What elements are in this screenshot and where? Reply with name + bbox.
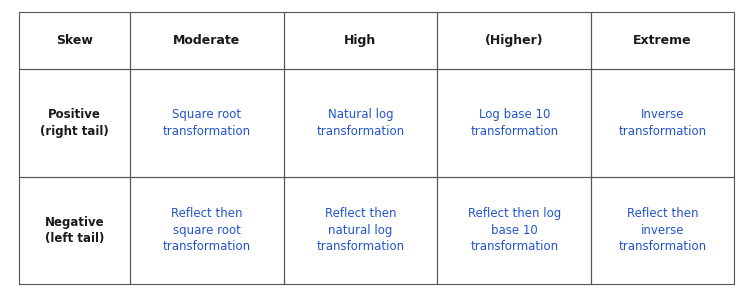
Text: Log base 10
transformation: Log base 10 transformation [470,108,558,138]
Text: Inverse
transformation: Inverse transformation [618,108,707,138]
Text: Positive
(right tail): Positive (right tail) [40,108,108,138]
Text: Reflect then
inverse
transformation: Reflect then inverse transformation [618,207,707,253]
Text: Reflect then
natural log
transformation: Reflect then natural log transformation [316,207,404,253]
Text: (Higher): (Higher) [485,34,544,47]
Text: Square root
transformation: Square root transformation [163,108,251,138]
Text: Reflect then log
base 10
transformation: Reflect then log base 10 transformation [468,207,561,253]
Text: Reflect then
square root
transformation: Reflect then square root transformation [163,207,251,253]
Text: Extreme: Extreme [633,34,692,47]
Text: Moderate: Moderate [173,34,240,47]
Text: Natural log
transformation: Natural log transformation [316,108,404,138]
Text: Negative
(left tail): Negative (left tail) [44,215,104,245]
Text: High: High [344,34,376,47]
Text: Skew: Skew [56,34,93,47]
